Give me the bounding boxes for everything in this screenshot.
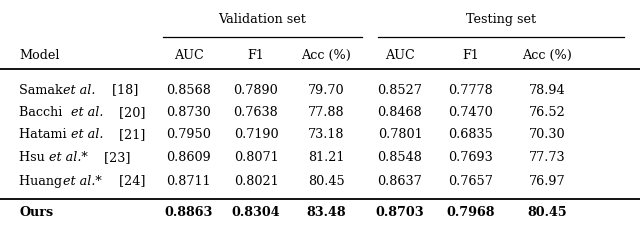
Text: [23]: [23]	[100, 151, 131, 164]
Text: Huang: Huang	[19, 175, 67, 188]
Text: et al.*: et al.*	[49, 151, 88, 164]
Text: 78.94: 78.94	[529, 83, 566, 97]
Text: Hsu: Hsu	[19, 151, 49, 164]
Text: Model: Model	[19, 49, 60, 62]
Text: Testing set: Testing set	[466, 13, 536, 26]
Text: 76.97: 76.97	[529, 175, 566, 188]
Text: Acc (%): Acc (%)	[301, 49, 351, 62]
Text: 79.70: 79.70	[308, 83, 345, 97]
Text: Samak: Samak	[19, 83, 67, 97]
Text: 0.8863: 0.8863	[164, 206, 213, 219]
Text: [18]: [18]	[108, 83, 138, 97]
Text: Hatami: Hatami	[19, 128, 71, 142]
Text: 83.48: 83.48	[307, 206, 346, 219]
Text: Validation set: Validation set	[218, 13, 307, 26]
Text: F1: F1	[462, 49, 479, 62]
Text: 0.8711: 0.8711	[166, 175, 211, 188]
Text: 73.18: 73.18	[308, 128, 345, 142]
Text: 0.7778: 0.7778	[448, 83, 493, 97]
Text: 0.8703: 0.8703	[376, 206, 424, 219]
Text: Ours: Ours	[19, 206, 53, 219]
Text: 0.8468: 0.8468	[378, 106, 422, 119]
Text: [21]: [21]	[115, 128, 145, 142]
Text: AUC: AUC	[385, 49, 415, 62]
Text: 77.88: 77.88	[308, 106, 345, 119]
Text: [24]: [24]	[115, 175, 145, 188]
Text: 80.45: 80.45	[527, 206, 567, 219]
Text: 0.8609: 0.8609	[166, 151, 211, 164]
Text: 0.8021: 0.8021	[234, 175, 278, 188]
Text: 70.30: 70.30	[529, 128, 566, 142]
Text: 0.8527: 0.8527	[378, 83, 422, 97]
Text: Acc (%): Acc (%)	[522, 49, 572, 62]
Text: et al.: et al.	[63, 83, 96, 97]
Text: et al.*: et al.*	[63, 175, 102, 188]
Text: [20]: [20]	[115, 106, 145, 119]
Text: 0.7657: 0.7657	[448, 175, 493, 188]
Text: 0.7470: 0.7470	[448, 106, 493, 119]
Text: 0.7693: 0.7693	[448, 151, 493, 164]
Text: 0.7638: 0.7638	[234, 106, 278, 119]
Text: Bacchi: Bacchi	[19, 106, 67, 119]
Text: 76.52: 76.52	[529, 106, 566, 119]
Text: et al.: et al.	[70, 106, 103, 119]
Text: 81.21: 81.21	[308, 151, 344, 164]
Text: 77.73: 77.73	[529, 151, 566, 164]
Text: 0.6835: 0.6835	[448, 128, 493, 142]
Text: AUC: AUC	[174, 49, 204, 62]
Text: 0.7968: 0.7968	[446, 206, 495, 219]
Text: 0.7890: 0.7890	[234, 83, 278, 97]
Text: 0.7801: 0.7801	[378, 128, 422, 142]
Text: F1: F1	[248, 49, 264, 62]
Text: 0.8637: 0.8637	[378, 175, 422, 188]
Text: 0.8730: 0.8730	[166, 106, 211, 119]
Text: 0.7950: 0.7950	[166, 128, 211, 142]
Text: 0.8304: 0.8304	[232, 206, 280, 219]
Text: et al.: et al.	[70, 128, 103, 142]
Text: 80.45: 80.45	[308, 175, 345, 188]
Text: 0.7190: 0.7190	[234, 128, 278, 142]
Text: 0.8071: 0.8071	[234, 151, 278, 164]
Text: 0.8548: 0.8548	[378, 151, 422, 164]
Text: 0.8568: 0.8568	[166, 83, 211, 97]
